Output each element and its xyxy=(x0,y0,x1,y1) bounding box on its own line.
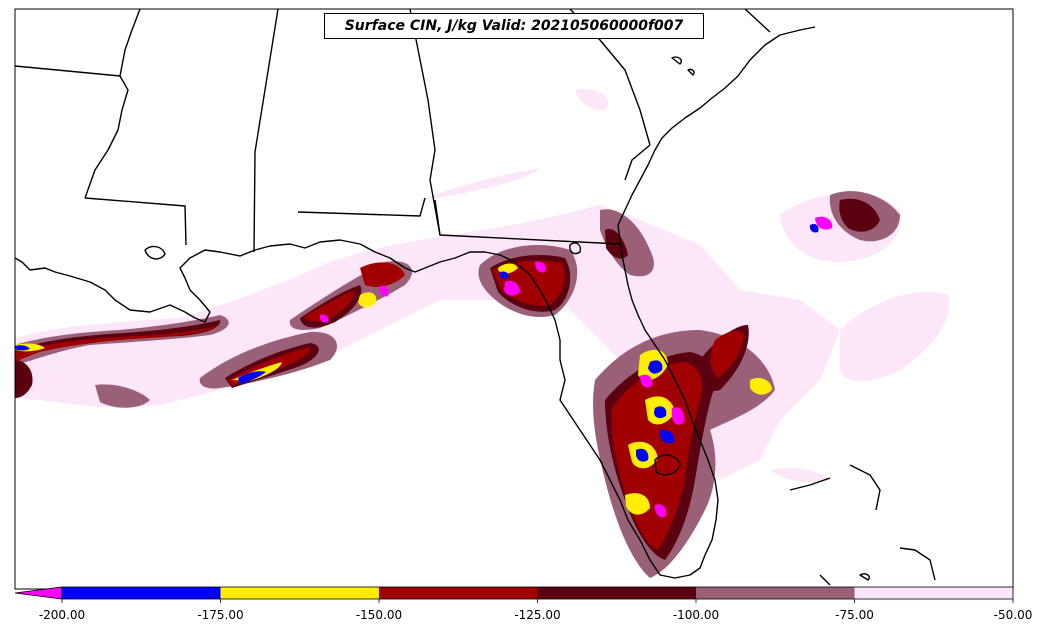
colorbar-tick-label: -200.00 xyxy=(38,608,86,622)
colorbar xyxy=(14,586,1014,600)
colorbar-tick-label: -175.00 xyxy=(197,608,244,622)
colorbar-tick-label: -100.00 xyxy=(672,608,720,622)
colorbar-bin-5 xyxy=(854,587,1013,599)
colorbar-tick-label: -125.00 xyxy=(514,608,561,622)
colorbar-bin-4 xyxy=(696,587,855,599)
map-title: Surface CIN, J/kg Valid: 202105060000f00… xyxy=(324,13,704,39)
colorbar-tick-label: -75.00 xyxy=(835,608,874,622)
boundary-lines xyxy=(14,8,936,586)
colorbar-bin-0 xyxy=(62,587,221,599)
colorbar-bin-3 xyxy=(537,587,696,599)
colorbar-bin-1 xyxy=(220,587,379,599)
colorbar-bin-2 xyxy=(379,587,538,599)
colorbar-tick-label: -50.00 xyxy=(993,608,1033,622)
cin-field-layer xyxy=(15,89,950,578)
colorbar-tick-label: -150.00 xyxy=(355,608,403,622)
